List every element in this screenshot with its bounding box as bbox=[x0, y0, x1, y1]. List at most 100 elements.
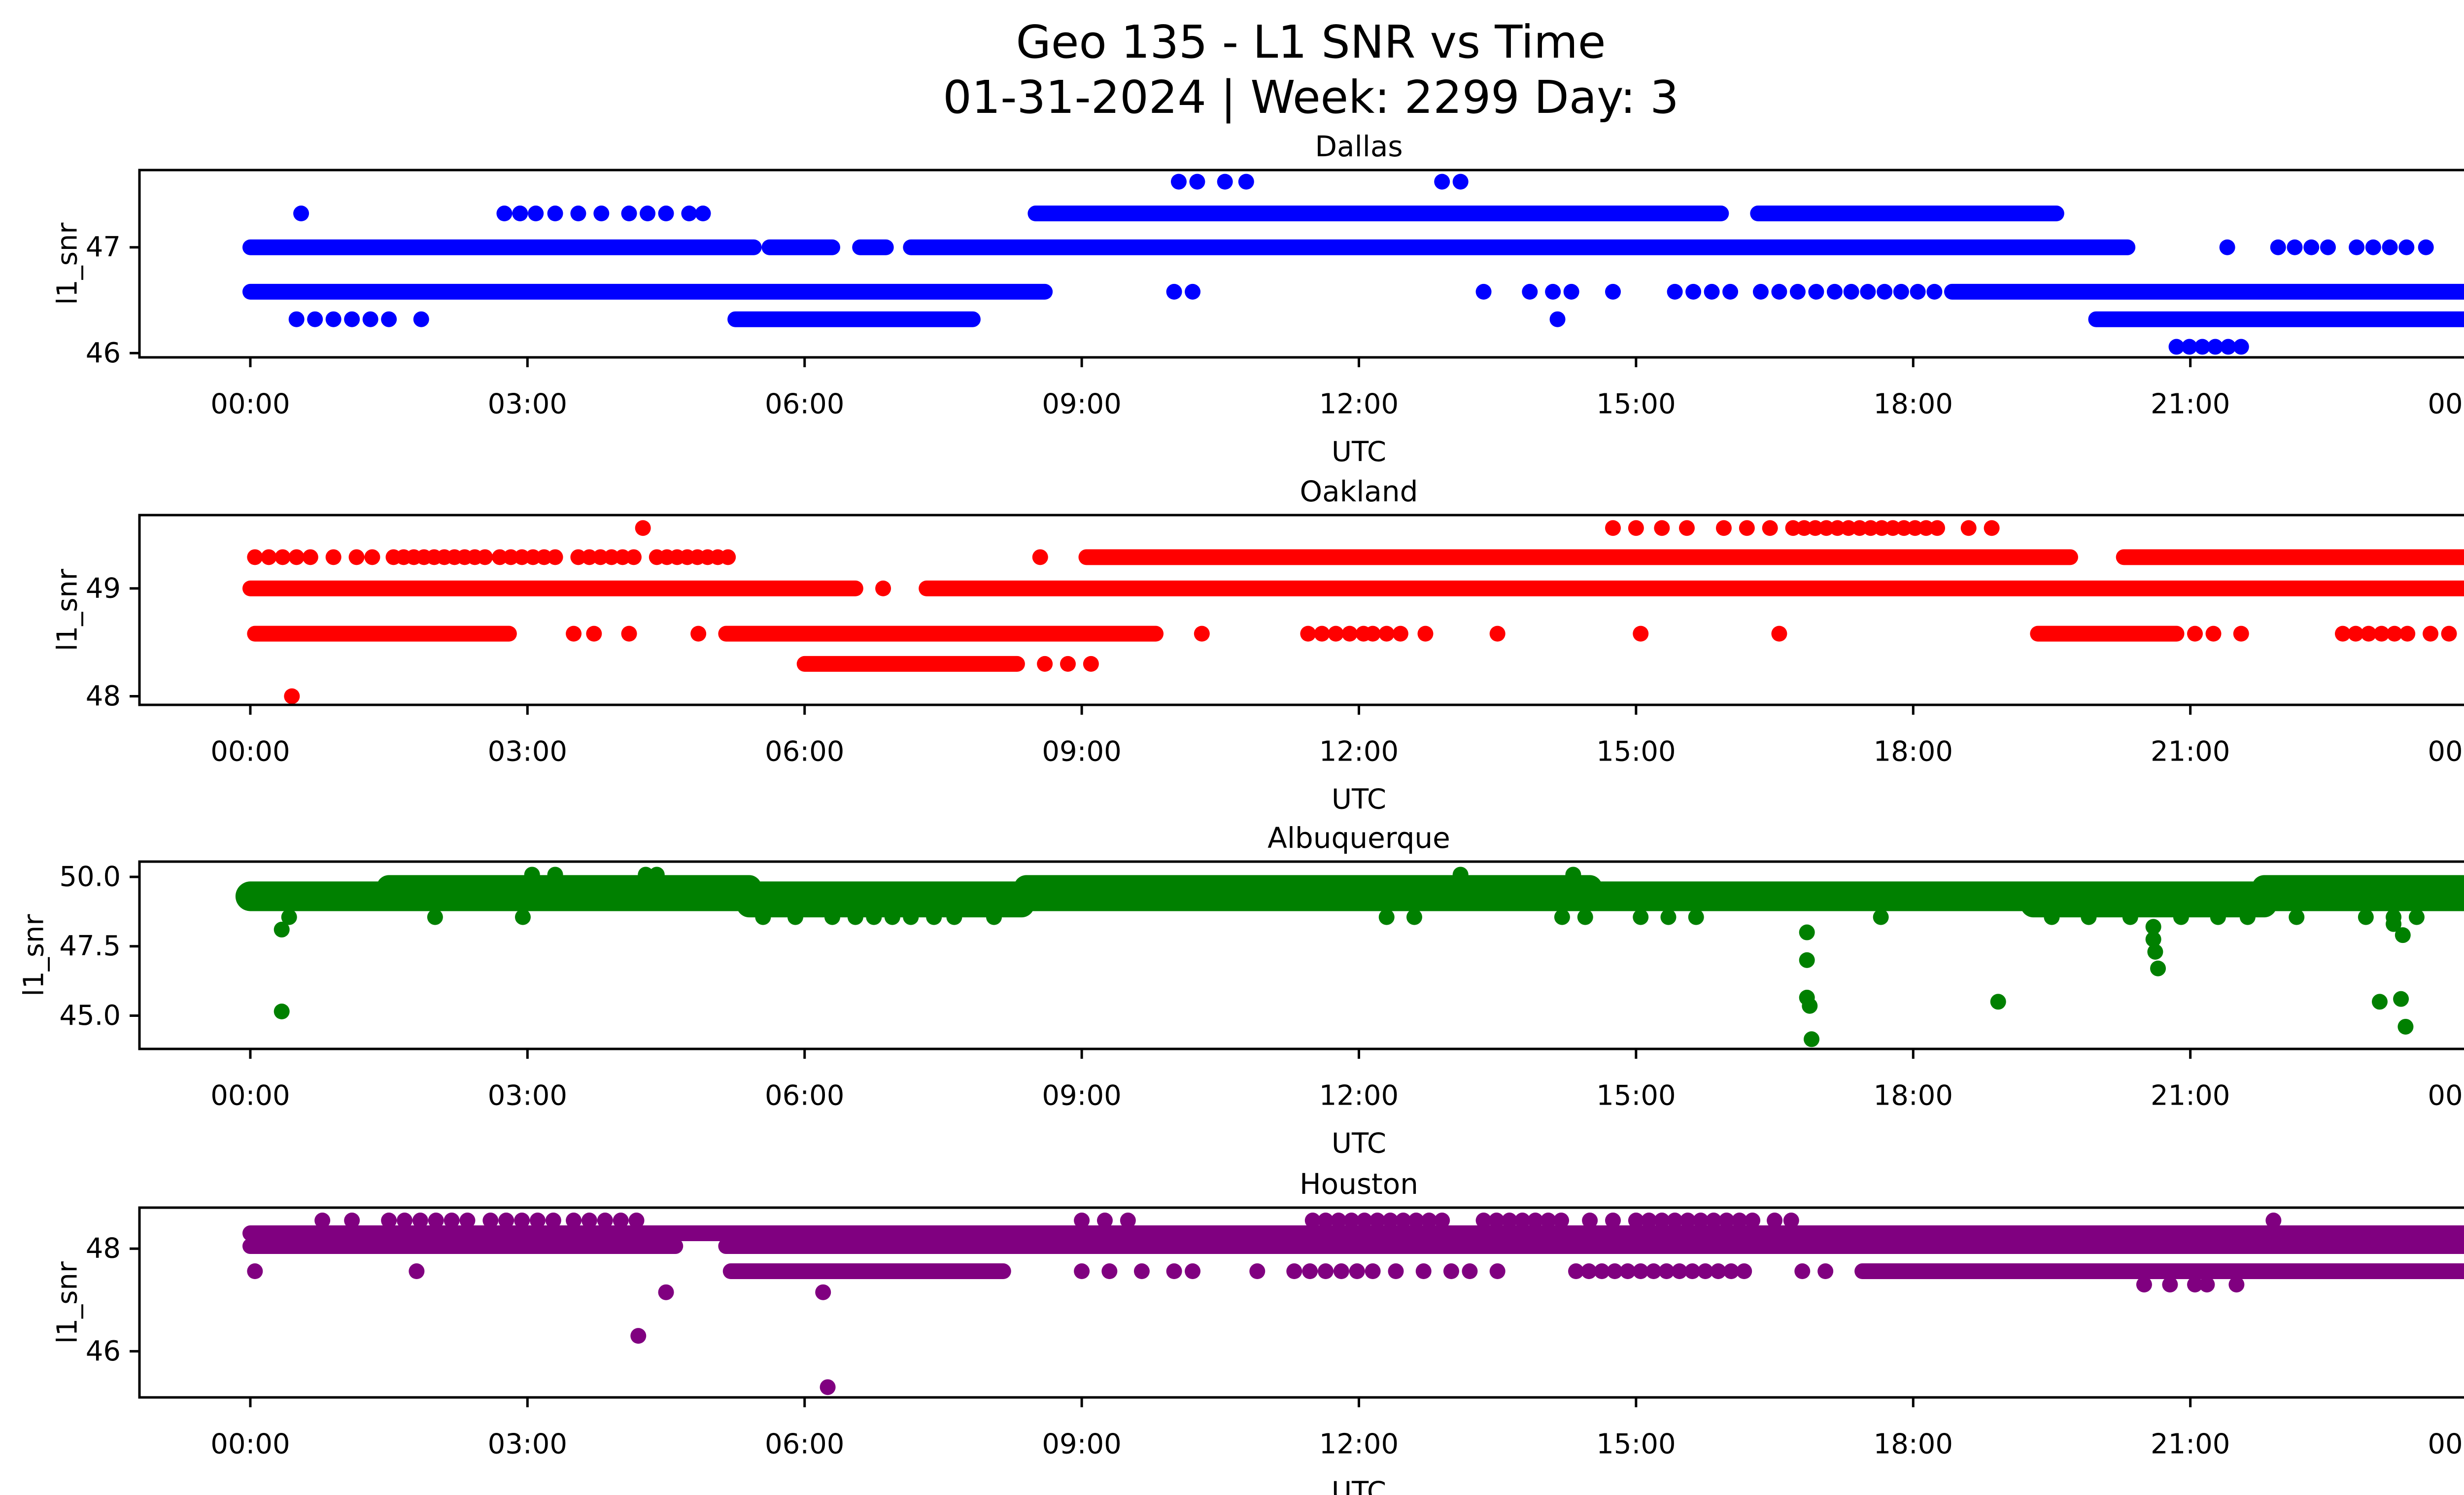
data-point bbox=[1826, 283, 1843, 300]
data-point bbox=[1185, 1263, 1201, 1280]
data-point bbox=[1688, 909, 1704, 925]
data-point bbox=[1807, 520, 1823, 536]
y-axis-label: l1_snr bbox=[52, 1261, 84, 1344]
data-point bbox=[787, 909, 803, 925]
data-point bbox=[1745, 1213, 1761, 1229]
data-point bbox=[681, 206, 697, 222]
data-point bbox=[1762, 520, 1778, 536]
data-point bbox=[2348, 626, 2364, 642]
subplot-title-dallas: Dallas bbox=[1315, 130, 1403, 163]
data-point bbox=[1893, 283, 1909, 300]
data-point bbox=[514, 1213, 530, 1229]
data-point bbox=[1607, 1263, 1623, 1280]
data-point bbox=[512, 206, 528, 222]
data-point bbox=[1333, 1263, 1349, 1280]
data-point bbox=[1189, 174, 1205, 190]
data-point bbox=[592, 549, 609, 565]
data-point bbox=[2228, 1277, 2245, 1293]
data-point bbox=[1874, 520, 1890, 536]
x-tick-label: 09:00 bbox=[1042, 1080, 1121, 1112]
data-point bbox=[1633, 909, 1649, 925]
data-point-outlier bbox=[274, 1004, 290, 1019]
data-point bbox=[847, 909, 863, 925]
x-tick-label: 21:00 bbox=[2151, 1080, 2230, 1112]
data-point bbox=[625, 549, 642, 565]
data-point bbox=[1907, 520, 1923, 536]
data-point bbox=[1678, 520, 1695, 536]
data-point bbox=[503, 549, 519, 565]
data-point bbox=[325, 311, 342, 327]
data-point bbox=[1434, 174, 1450, 190]
x-tick-label: 18:00 bbox=[1874, 736, 1953, 768]
x-tick-label: 00:00 bbox=[2428, 1428, 2464, 1460]
data-point bbox=[586, 626, 602, 642]
data-point bbox=[1633, 1263, 1649, 1280]
data-point-outlier bbox=[658, 1284, 674, 1300]
data-point bbox=[2441, 626, 2457, 642]
data-point bbox=[1365, 626, 1381, 642]
data-point bbox=[1736, 1263, 1752, 1280]
data-point bbox=[1628, 520, 1644, 536]
data-point bbox=[1388, 1263, 1404, 1280]
data-point bbox=[1074, 1263, 1090, 1280]
data-point bbox=[566, 1213, 582, 1229]
x-tick-label: 00:00 bbox=[210, 1428, 290, 1460]
data-point-outlier bbox=[2145, 931, 2161, 947]
data-point bbox=[1929, 520, 1946, 536]
data-point bbox=[274, 549, 291, 565]
data-point bbox=[1217, 174, 1233, 190]
x-tick-label: 12:00 bbox=[1319, 388, 1399, 420]
data-point bbox=[621, 626, 637, 642]
data-point bbox=[1527, 1213, 1543, 1229]
data-point bbox=[1514, 1213, 1531, 1229]
data-point bbox=[1443, 1263, 1459, 1280]
x-tick-label: 00:00 bbox=[210, 388, 290, 420]
data-point bbox=[1641, 1213, 1657, 1229]
data-point bbox=[1841, 520, 1857, 536]
y-tick-label: 48 bbox=[86, 680, 121, 712]
data-point bbox=[1706, 1213, 1722, 1229]
x-axis-label: UTC bbox=[1332, 1128, 1386, 1160]
data-point bbox=[1356, 1213, 1372, 1229]
x-axis-label: UTC bbox=[1332, 436, 1386, 468]
data-point bbox=[288, 311, 305, 327]
data-point bbox=[1960, 520, 1977, 536]
data-point bbox=[1549, 311, 1566, 327]
data-point-outlier bbox=[2386, 916, 2402, 932]
data-point bbox=[2320, 239, 2336, 255]
x-tick-label: 18:00 bbox=[1874, 1428, 1953, 1460]
data-point bbox=[1877, 283, 1893, 300]
y-tick-label: 45.0 bbox=[59, 1000, 121, 1032]
data-point bbox=[381, 311, 397, 327]
data-point bbox=[593, 206, 610, 222]
data-point bbox=[658, 206, 674, 222]
data-point bbox=[615, 549, 631, 565]
data-point bbox=[1671, 1263, 1687, 1280]
data-point bbox=[1885, 520, 1901, 536]
data-point bbox=[1860, 283, 1876, 300]
data-point bbox=[536, 549, 552, 565]
data-point bbox=[1796, 520, 1813, 536]
data-point-outlier bbox=[1799, 952, 1815, 968]
subplot-houston: 00:00 03:00 06:00 09:00 12:00 15:00 18:00 21:00… bbox=[52, 1167, 2464, 1495]
data-point bbox=[409, 1263, 425, 1280]
y-tick-label: 46 bbox=[86, 1335, 121, 1367]
data-point bbox=[412, 1213, 428, 1229]
data-point bbox=[1194, 626, 1210, 642]
data-point bbox=[459, 1213, 476, 1229]
data-point bbox=[628, 1213, 645, 1229]
data-point bbox=[1679, 1213, 1696, 1229]
data-point bbox=[1697, 1263, 1713, 1280]
data-point bbox=[1563, 283, 1579, 300]
data-point bbox=[2044, 909, 2060, 925]
data-point bbox=[498, 1213, 514, 1229]
data-point bbox=[1341, 626, 1358, 642]
data-point bbox=[2219, 239, 2235, 255]
data-point bbox=[824, 909, 840, 925]
data-point bbox=[1489, 626, 1506, 642]
data-point bbox=[2398, 239, 2415, 255]
data-point bbox=[1074, 1213, 1090, 1229]
data-point bbox=[545, 1213, 561, 1229]
data-point bbox=[635, 520, 651, 536]
